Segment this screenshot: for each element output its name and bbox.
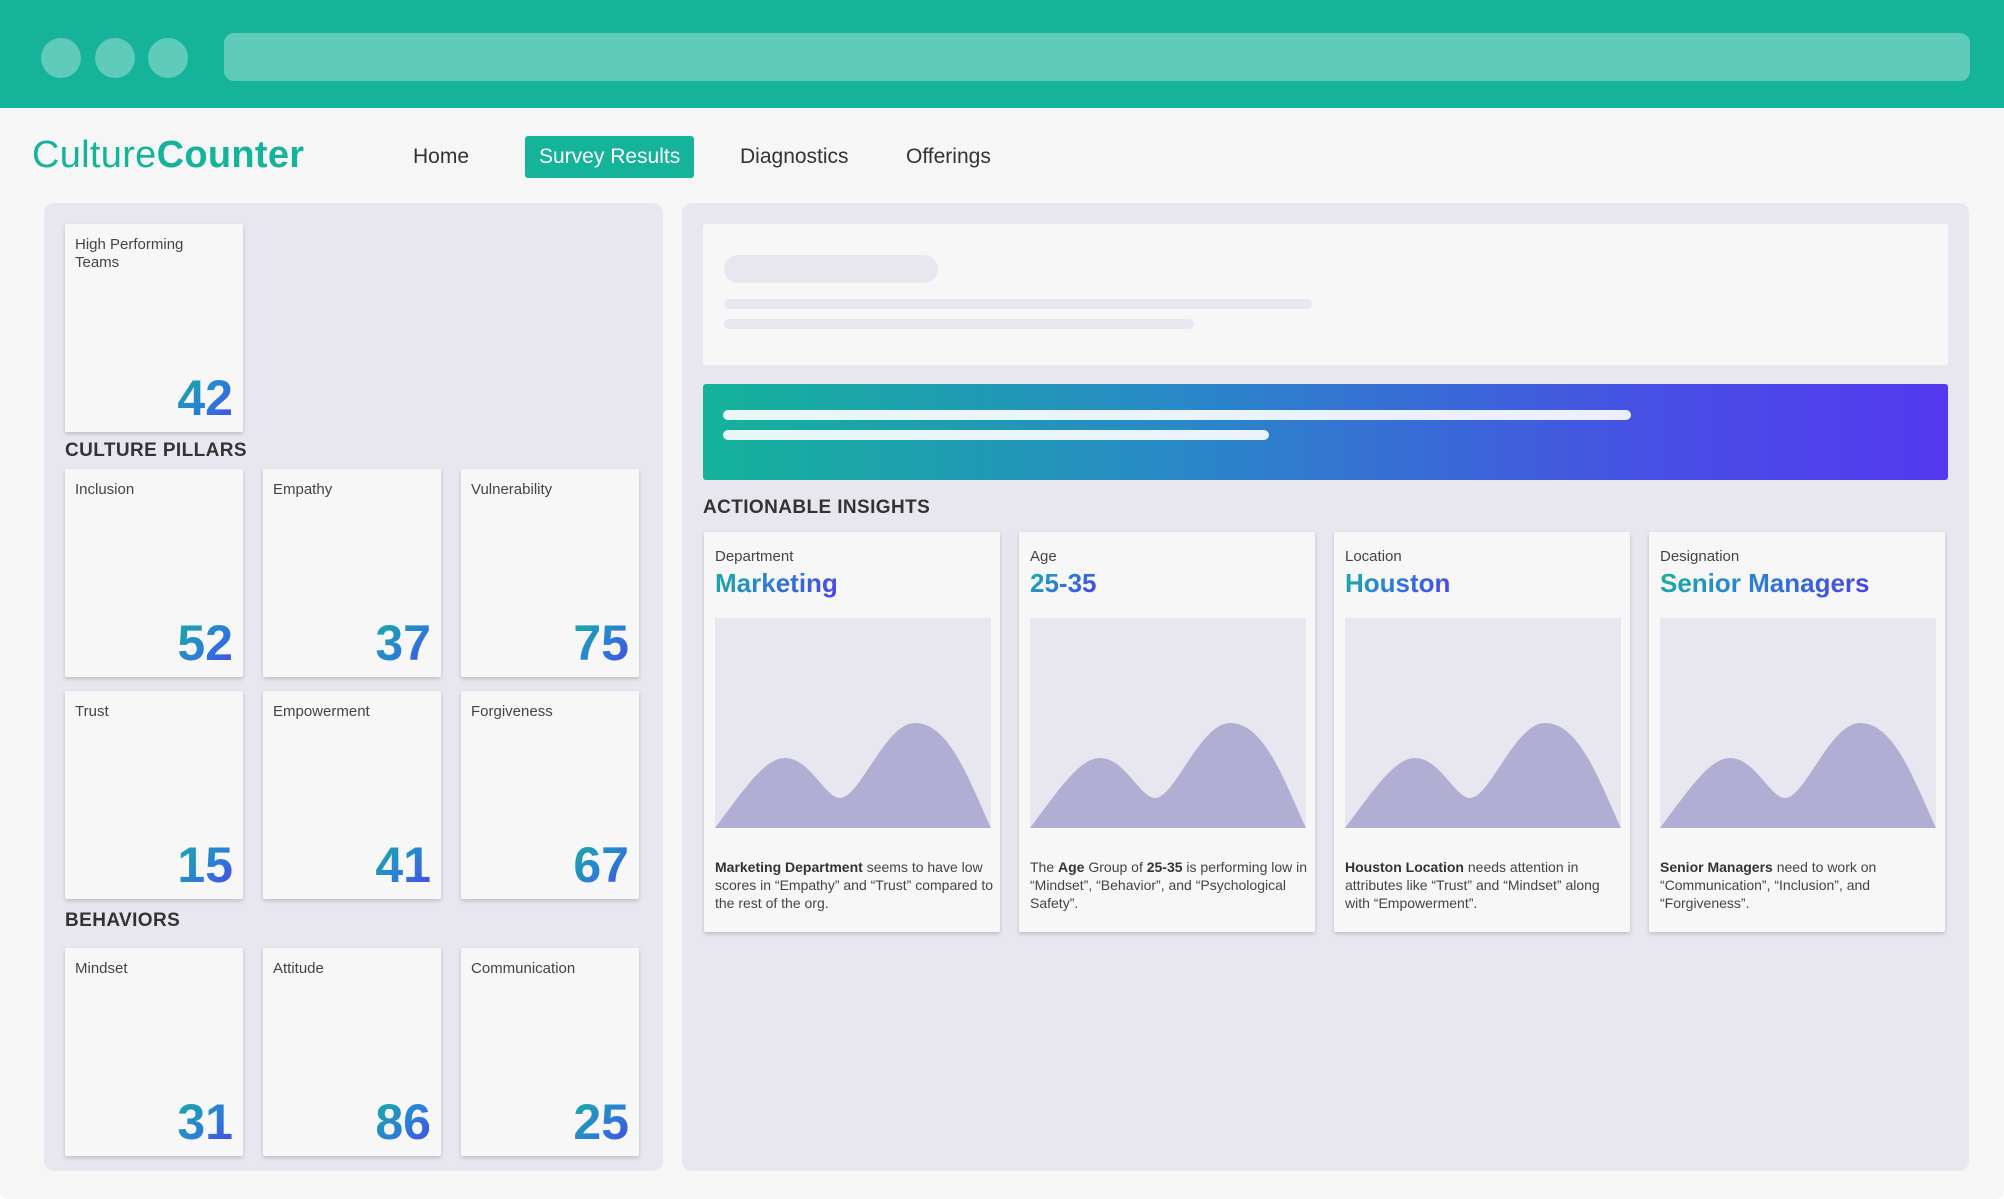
metric-value: 86 xyxy=(375,1094,431,1150)
nav-survey-results[interactable]: Survey Results xyxy=(525,136,695,178)
window-minimize-icon[interactable] xyxy=(95,38,135,78)
insight-card-department[interactable]: Department Marketing Marketing Departmen… xyxy=(704,532,1000,932)
nav-home[interactable]: Home xyxy=(413,145,470,168)
metric-label: Forgiveness xyxy=(471,703,553,720)
metric-label: Empathy xyxy=(273,481,333,498)
insight-value: Senior Managers xyxy=(1660,568,1870,598)
placeholder-text-line xyxy=(724,299,1312,309)
placeholder-title-bar xyxy=(724,255,938,283)
metric-value: 15 xyxy=(177,837,233,893)
metric-label: Attitude xyxy=(273,960,324,977)
metric-card-communication[interactable]: Communication 25 xyxy=(461,948,639,1156)
insight-value: Marketing xyxy=(715,568,838,598)
insight-category: Designation xyxy=(1660,548,1740,565)
metric-card-high-performing-teams[interactable]: High Performing Teams 42 xyxy=(65,224,243,432)
insight-card-age[interactable]: Age 25-35 The Age Group of 25-35 is perf… xyxy=(1019,532,1315,932)
metric-value: 25 xyxy=(573,1094,629,1150)
culture-pillars-title: CULTURE PILLARS xyxy=(65,440,247,461)
metric-card-forgiveness[interactable]: Forgiveness 67 xyxy=(461,691,639,899)
metric-card-vulnerability[interactable]: Vulnerability 75 xyxy=(461,469,639,677)
nav-offerings[interactable]: Offerings xyxy=(906,145,991,168)
insight-distribution-chart xyxy=(1030,618,1306,828)
insight-category: Age xyxy=(1030,548,1057,565)
highlight-banner xyxy=(703,384,1948,480)
insight-distribution-chart xyxy=(1660,618,1936,828)
metric-label: Mindset xyxy=(75,960,128,977)
metric-value: 75 xyxy=(573,615,629,671)
insight-value: 25-35 xyxy=(1030,568,1097,598)
nav-diagnostics[interactable]: Diagnostics xyxy=(740,145,849,168)
logo-bold-text: Counter xyxy=(156,134,305,176)
address-bar[interactable] xyxy=(224,33,1970,81)
insight-category: Department xyxy=(715,548,794,565)
metric-card-empowerment[interactable]: Empowerment 41 xyxy=(263,691,441,899)
app-logo[interactable]: CultureCounter xyxy=(32,134,304,177)
metric-value: 67 xyxy=(573,837,629,893)
insight-card-designation[interactable]: Designation Senior Managers Senior Manag… xyxy=(1649,532,1945,932)
summary-placeholder-card xyxy=(703,224,1948,365)
metric-label: Inclusion xyxy=(75,481,135,498)
browser-chrome xyxy=(0,0,2004,108)
insight-category: Location xyxy=(1345,548,1402,565)
metric-card-attitude[interactable]: Attitude 86 xyxy=(263,948,441,1156)
window-close-icon[interactable] xyxy=(41,38,81,78)
metric-value: 41 xyxy=(375,837,431,893)
insight-description: Houston Location needs attention in attr… xyxy=(1345,859,1600,911)
metric-value: 42 xyxy=(177,370,233,426)
metric-label: Communication xyxy=(471,960,576,977)
behaviors-title: BEHAVIORS xyxy=(65,910,181,931)
logo-light-text: Culture xyxy=(32,134,157,176)
metric-value: 52 xyxy=(177,615,233,671)
metric-label: High Performing Teams xyxy=(75,236,184,271)
metric-card-mindset[interactable]: Mindset 31 xyxy=(65,948,243,1156)
metric-card-inclusion[interactable]: Inclusion 52 xyxy=(65,469,243,677)
metric-card-trust[interactable]: Trust 15 xyxy=(65,691,243,899)
window-maximize-icon[interactable] xyxy=(148,38,188,78)
insight-description: Senior Managers need to work on “Communi… xyxy=(1660,859,1877,911)
insight-distribution-chart xyxy=(715,618,991,828)
insight-description: The Age Group of 25-35 is performing low… xyxy=(1030,859,1308,911)
insight-value: Houston xyxy=(1345,568,1451,598)
metric-label: Empowerment xyxy=(273,703,370,720)
insight-distribution-chart xyxy=(1345,618,1621,828)
metric-value: 31 xyxy=(177,1094,233,1150)
metric-value: 37 xyxy=(375,615,431,671)
banner-placeholder-line xyxy=(723,410,1631,420)
metric-label: Trust xyxy=(75,703,109,720)
placeholder-text-line xyxy=(724,319,1194,329)
insight-description: Marketing Department seems to have low s… xyxy=(715,859,994,911)
insight-card-location[interactable]: Location Houston Houston Location needs … xyxy=(1334,532,1630,932)
metric-label: Vulnerability xyxy=(471,481,553,498)
banner-placeholder-line xyxy=(723,430,1269,440)
actionable-insights-title: ACTIONABLE INSIGHTS xyxy=(703,497,931,518)
metric-card-empathy[interactable]: Empathy 37 xyxy=(263,469,441,677)
